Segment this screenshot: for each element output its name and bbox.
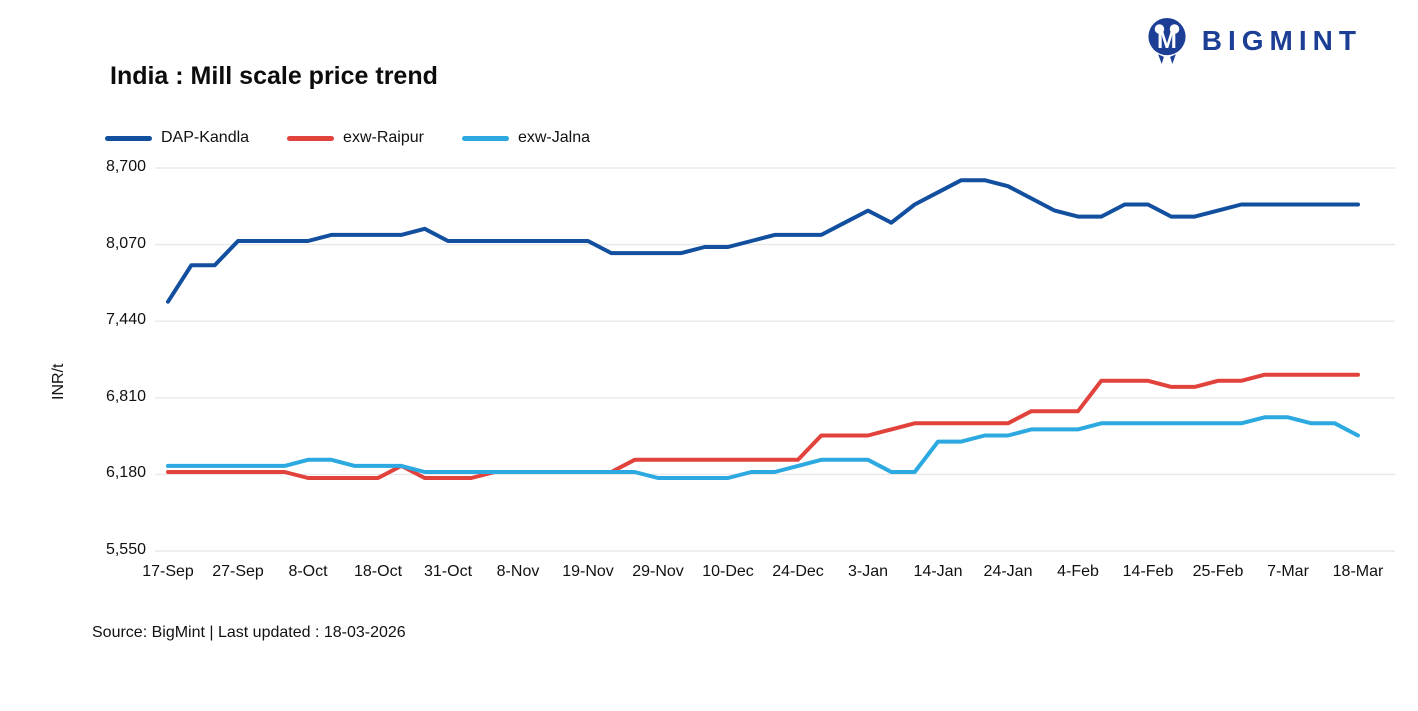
- x-tick-label: 24-Jan: [983, 563, 1033, 580]
- legend-swatch-exw-jalna: [461, 135, 509, 141]
- legend-item-dap-kandla[interactable]: DAP-Kandla: [105, 129, 249, 147]
- chart-legend: DAP-Kandla exw-Raipur exw-Jalna: [105, 129, 628, 147]
- bigmint-logo: M BIGMINT: [1144, 16, 1362, 66]
- series-line-exw-jalna: [166, 415, 1360, 480]
- x-tick-label: 14-Jan: [913, 563, 963, 580]
- y-tick-label: 6,810: [105, 387, 146, 405]
- x-tick-label: 25-Feb: [1192, 563, 1244, 580]
- svg-text:M: M: [1157, 27, 1177, 54]
- x-tick-label: 31-Oct: [423, 563, 473, 580]
- source-note: Source: BigMint | Last updated : 18-03-2…: [92, 624, 406, 641]
- x-tick-label: 17-Sep: [142, 563, 194, 580]
- x-tick-label: 19-Nov: [562, 563, 614, 580]
- series-line-dap-kandla: [166, 178, 1360, 304]
- legend-item-exw-jalna[interactable]: exw-Jalna: [461, 129, 590, 147]
- x-tick-label: 18-Oct: [353, 563, 403, 580]
- x-tick-label: 8-Nov: [496, 563, 540, 580]
- x-tick-label: 4-Feb: [1057, 563, 1099, 580]
- x-tick-label: 7-Mar: [1267, 563, 1309, 580]
- brand-name: BIGMINT: [1201, 25, 1362, 56]
- x-tick-label: 10-Dec: [702, 563, 754, 580]
- x-tick-label: 14-Feb: [1122, 563, 1174, 580]
- x-tick-label: 24-Dec: [772, 563, 824, 580]
- y-tick-label: 5,550: [105, 541, 146, 558]
- y-tick-label: 8,070: [105, 234, 146, 252]
- legend-swatch-dap-kandla: [105, 135, 152, 141]
- chart-title: India : Mill scale price trend: [110, 62, 438, 90]
- y-tick-label: 8,700: [105, 158, 146, 175]
- legend-label: exw-Jalna: [517, 129, 590, 146]
- legend-label: DAP-Kandla: [161, 129, 250, 146]
- legend-item-exw-raipur[interactable]: exw-Raipur: [287, 129, 424, 147]
- x-tick-label: 27-Sep: [212, 563, 264, 580]
- legend-label: exw-Raipur: [343, 129, 424, 146]
- bigmint-logo-icon: M: [1148, 18, 1186, 64]
- x-tick-label: 3-Jan: [847, 563, 889, 580]
- legend-swatch-exw-raipur: [287, 135, 335, 141]
- x-tick-label: 18-Mar: [1332, 563, 1384, 580]
- y-tick-label: 7,440: [105, 311, 146, 329]
- x-tick-label: 8-Oct: [288, 563, 328, 580]
- y-tick-label: 6,180: [105, 464, 146, 482]
- series-line-exw-raipur: [166, 372, 1360, 480]
- x-tick-label: 29-Nov: [632, 563, 684, 580]
